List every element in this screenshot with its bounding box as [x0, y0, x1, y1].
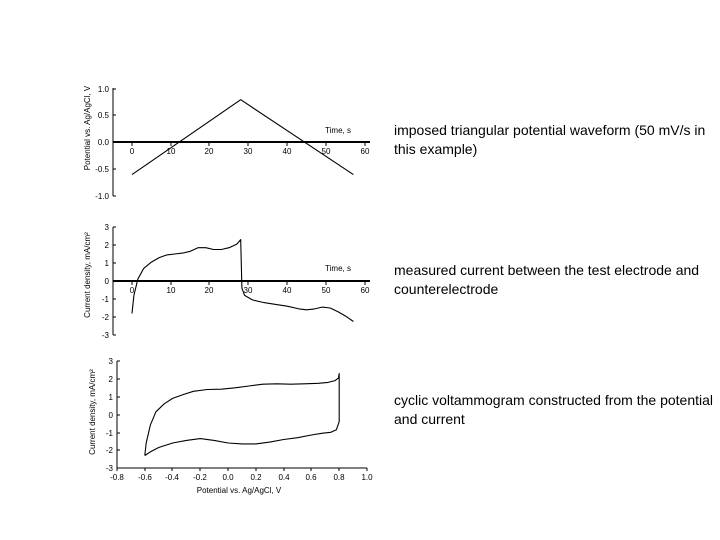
chart-potential-y-tick-label: -0.5	[95, 165, 109, 174]
chart-current-y-tick-label: 3	[105, 223, 110, 232]
chart-cv-x-tick-label: -0.2	[193, 473, 207, 482]
chart-cv-y-tick-label: 3	[109, 357, 114, 366]
chart-cv-x-tick-label: 0.6	[305, 473, 317, 482]
chart-current-y-tick-label: -1	[102, 295, 110, 304]
chart-cv-y-tick-label: 2	[109, 375, 114, 384]
chart-potential-series-line	[131, 99, 354, 176]
chart-potential-y-tick-label: 0.5	[98, 111, 110, 120]
chart-potential-y-tick-label: 0.0	[98, 138, 110, 147]
chart-potential-x-tick-label: 10	[167, 147, 176, 156]
caption-cyclic-voltammogram: cyclic voltammogram constructed from the…	[394, 392, 714, 427]
chart-cv-x-tick-label: 0.2	[250, 473, 262, 482]
chart-current-series-line	[131, 239, 354, 322]
chart-cv-x-tick-label: -0.8	[110, 473, 124, 482]
chart-current-y-tick-label: 1	[105, 259, 110, 268]
chart-current-x-tick-label: 60	[361, 286, 370, 295]
chart-current-y-tick-label: -2	[102, 313, 110, 322]
caption-measured-current: measured current between the test electr…	[394, 262, 700, 297]
chart-potential-x-axis-label: Time, s	[325, 126, 351, 135]
chart-cv-x-tick-label: 0.8	[333, 473, 345, 482]
chart-current-x-tick-label: 10	[167, 286, 176, 295]
chart-cv-x-tick-label: -0.4	[165, 473, 179, 482]
chart-current-x-axis-label: Time, s	[325, 264, 351, 273]
chart-cv-x-axis-label: Potential vs. Ag/AgCl, V	[197, 486, 282, 495]
chart-potential-x-tick-label: 50	[322, 147, 331, 156]
chart-cv-x-tick-label: 1.0	[361, 473, 373, 482]
chart-cv-y-tick-label: -3	[106, 464, 114, 473]
chart-cv-y-tick-label: -1	[106, 429, 114, 438]
chart-potential-x-tick-label: 40	[283, 147, 292, 156]
chart-cv-y-axis-label: Current density, mA/cm²	[88, 369, 97, 455]
chart-cv-x-tick-label: 0.0	[222, 473, 234, 482]
chart-cv-y-tick-label: 0	[109, 411, 114, 420]
chart-potential-x-tick-label: 60	[361, 147, 370, 156]
chart-current-x-tick-label: 50	[322, 286, 331, 295]
chart-cv-x-tick-label: -0.6	[138, 473, 152, 482]
chart-current-y-tick-label: 0	[105, 277, 110, 286]
chart-current-y-tick-label: -3	[102, 331, 110, 340]
chart-cv-series-line	[144, 372, 340, 456]
chart-current-x-tick-label: 30	[244, 286, 253, 295]
chart-potential-y-tick-label: 1.0	[98, 85, 110, 94]
chart-potential-x-tick-label: 20	[205, 147, 214, 156]
chart-potential-y-axis-label: Potential vs. Ag/AgCl, V	[83, 85, 92, 170]
chart-current-x-tick-label: 20	[205, 286, 214, 295]
chart-potential-y-tick-label: -1.0	[95, 192, 109, 201]
chart-current-x-tick-label: 0	[130, 286, 135, 295]
chart-potential-x-tick-label: 30	[244, 147, 253, 156]
chart-cv-x-tick-label: 0.4	[278, 473, 290, 482]
chart-potential-x-tick-label: 0	[130, 147, 135, 156]
chart-current-x-tick-label: 40	[283, 286, 292, 295]
chart-current-y-tick-label: 2	[105, 241, 110, 250]
caption-potential-waveform: imposed triangular potential waveform (5…	[394, 122, 706, 157]
chart-current-y-axis-label: Current density, mA/cm²	[83, 232, 92, 318]
chart-cv-y-tick-label: -2	[106, 446, 114, 455]
chart-cv-y-tick-label: 1	[109, 393, 114, 402]
